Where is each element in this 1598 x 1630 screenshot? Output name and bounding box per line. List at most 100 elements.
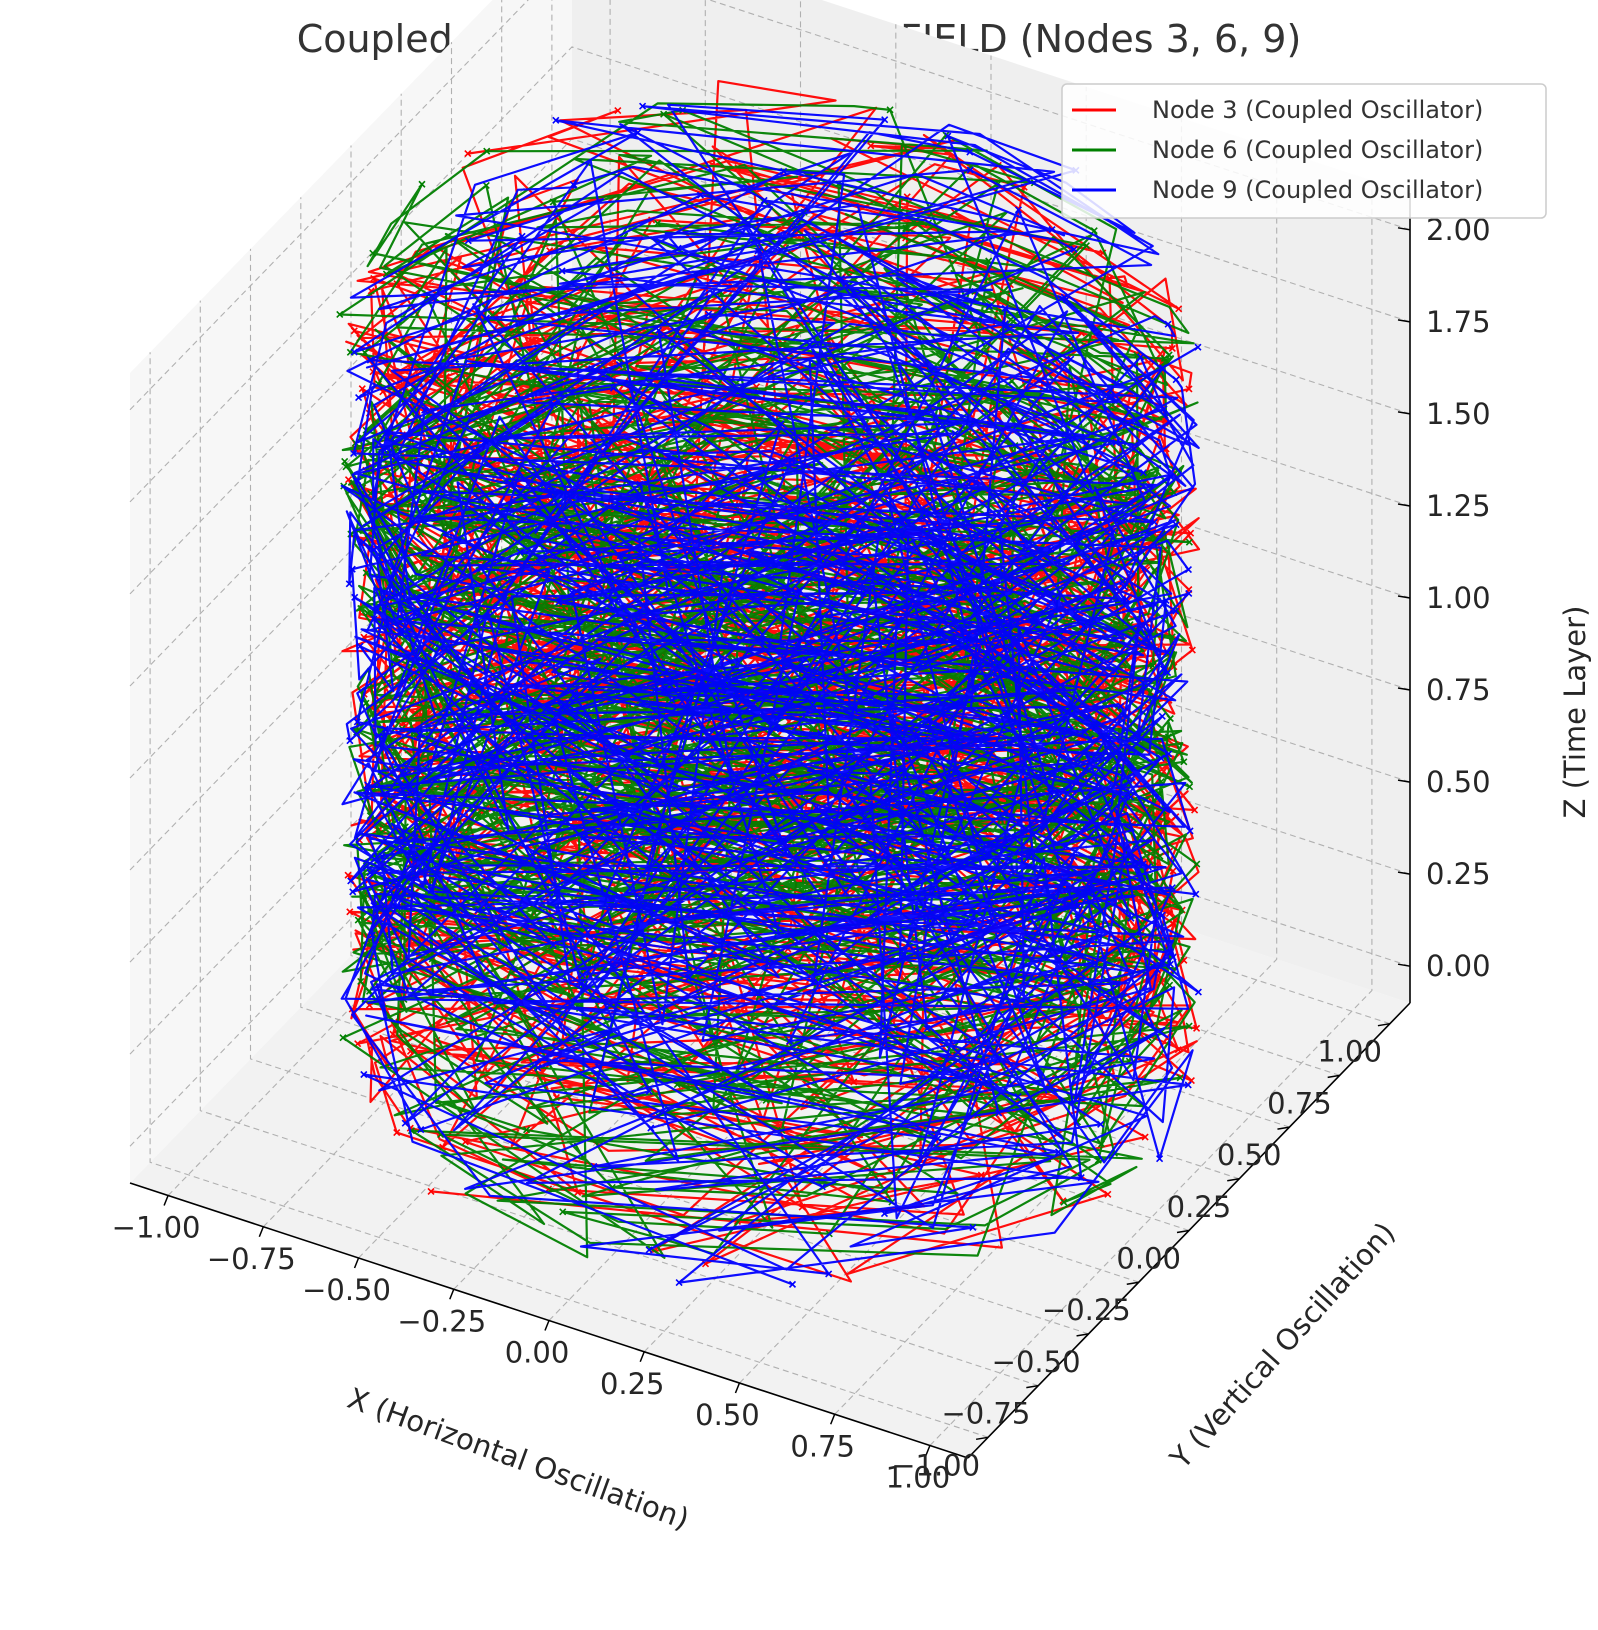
x-tick-mark bbox=[353, 1257, 360, 1269]
series-point bbox=[1166, 714, 1174, 723]
series-point bbox=[1153, 966, 1161, 974]
series-point bbox=[995, 1109, 1003, 1117]
series-point bbox=[549, 198, 557, 206]
series-point bbox=[461, 1138, 469, 1146]
series-point bbox=[646, 617, 654, 626]
series-point bbox=[1141, 1133, 1149, 1141]
series-point bbox=[1175, 305, 1183, 313]
series-point bbox=[722, 961, 730, 969]
x-tick-mark bbox=[544, 1320, 550, 1331]
series-point bbox=[346, 737, 354, 745]
legend-label: Node 6 (Coupled Oscillator) bbox=[1152, 136, 1483, 164]
series-point bbox=[1060, 1198, 1068, 1206]
series-point bbox=[1070, 245, 1078, 253]
series-point bbox=[985, 302, 993, 310]
series-point bbox=[445, 705, 453, 713]
series-point bbox=[1127, 793, 1135, 801]
series-point bbox=[615, 656, 623, 664]
series-point bbox=[1047, 545, 1055, 553]
series-point bbox=[1145, 887, 1153, 895]
series-point bbox=[360, 892, 368, 900]
series-point bbox=[416, 731, 424, 739]
series-point bbox=[760, 196, 768, 205]
series-point bbox=[897, 584, 905, 592]
z-tick-label: 1.50 bbox=[1426, 397, 1491, 431]
series-point bbox=[360, 1070, 368, 1079]
series-point bbox=[1090, 227, 1098, 235]
z-tick-label: 0.25 bbox=[1426, 857, 1491, 891]
series-point bbox=[1169, 953, 1177, 961]
legend-label: Node 9 (Coupled Oscillator) bbox=[1152, 176, 1483, 204]
series-point bbox=[1097, 1120, 1105, 1128]
series-point bbox=[990, 535, 998, 543]
series-point bbox=[1082, 242, 1090, 250]
series-point bbox=[1120, 583, 1129, 591]
series-point bbox=[1191, 806, 1199, 814]
series-point bbox=[785, 1037, 794, 1045]
series-point bbox=[1074, 915, 1082, 923]
series-point bbox=[776, 725, 785, 733]
series-point bbox=[922, 507, 930, 515]
legend-box bbox=[1061, 83, 1547, 219]
series-point bbox=[963, 588, 971, 596]
series-point bbox=[1185, 589, 1193, 597]
z-tick-mark bbox=[1397, 963, 1411, 967]
series-point bbox=[773, 714, 781, 722]
series-point bbox=[634, 128, 642, 137]
series-point bbox=[647, 1124, 655, 1132]
series-point bbox=[368, 931, 376, 939]
series-point bbox=[578, 971, 587, 979]
series-point bbox=[1062, 842, 1070, 850]
series-point bbox=[550, 400, 558, 409]
series-point bbox=[954, 637, 962, 645]
z-tick-mark bbox=[1397, 871, 1411, 875]
series-point bbox=[353, 718, 361, 726]
series-point bbox=[782, 848, 790, 856]
series-point bbox=[1081, 728, 1089, 736]
series-point bbox=[651, 686, 659, 694]
series-point bbox=[380, 446, 388, 454]
series-point bbox=[336, 310, 344, 319]
series-point bbox=[474, 360, 482, 368]
series-point bbox=[660, 110, 668, 118]
series-point bbox=[348, 565, 356, 573]
series-point bbox=[1151, 601, 1159, 609]
series-point bbox=[902, 224, 910, 232]
series-point bbox=[559, 1208, 567, 1216]
series-point bbox=[1087, 884, 1095, 892]
x-tick-mark bbox=[258, 1226, 265, 1238]
series-point bbox=[1156, 1155, 1164, 1163]
z-tick-mark bbox=[1397, 411, 1411, 415]
y-axis-label: Y (Vertical Oscillation) bbox=[1163, 1216, 1402, 1476]
series-point bbox=[474, 812, 482, 820]
series-point bbox=[1160, 354, 1168, 363]
series-point bbox=[742, 736, 751, 744]
series-point bbox=[898, 765, 906, 774]
series-point bbox=[1133, 351, 1141, 359]
series-point bbox=[549, 941, 557, 949]
series-point bbox=[1168, 633, 1176, 641]
series-point bbox=[1097, 1140, 1106, 1148]
series-point bbox=[896, 957, 904, 965]
series-point bbox=[1014, 206, 1023, 214]
series-point bbox=[809, 978, 818, 986]
series-point bbox=[349, 888, 357, 896]
y-gridline bbox=[249, 248, 1089, 1335]
x-tick-mark bbox=[925, 1445, 931, 1456]
x-gridline bbox=[834, 149, 1278, 1415]
series-point bbox=[1165, 351, 1173, 359]
series-point bbox=[780, 167, 788, 175]
series-point bbox=[1023, 1114, 1031, 1122]
series-point bbox=[1187, 529, 1195, 537]
series-point bbox=[977, 1171, 985, 1179]
series-point bbox=[482, 181, 490, 189]
series-point bbox=[1127, 914, 1135, 922]
x-tick-label: 0.50 bbox=[695, 1398, 760, 1432]
series-point bbox=[696, 191, 705, 199]
series-point bbox=[632, 920, 640, 928]
series-point bbox=[451, 355, 460, 363]
series-point bbox=[421, 406, 429, 414]
series-point bbox=[1122, 595, 1131, 603]
y-tick-mark bbox=[975, 1436, 989, 1441]
z-tick-mark bbox=[1397, 227, 1411, 231]
